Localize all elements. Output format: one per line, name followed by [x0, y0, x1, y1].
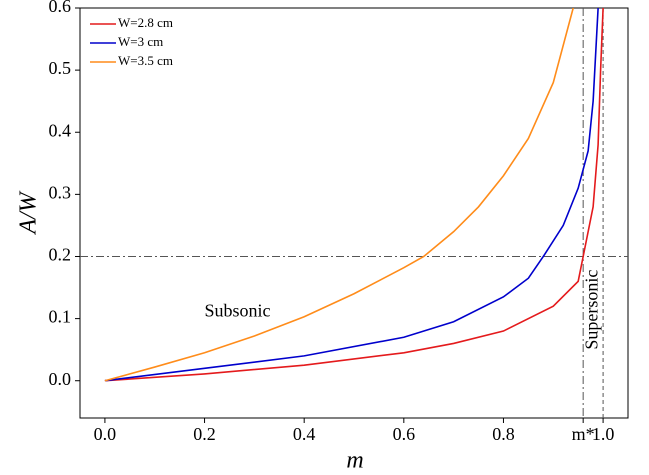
legend-label: W=2.8 cm: [118, 15, 173, 30]
annotation: Supersonic: [581, 270, 601, 350]
x-tick-label: m*: [572, 424, 595, 444]
y-axis-label: A/W: [16, 190, 42, 235]
y-tick-label: 0.5: [49, 58, 72, 78]
legend-label: W=3 cm: [118, 34, 163, 49]
y-tick-label: 0.3: [49, 182, 72, 202]
x-tick-label: 0.8: [492, 424, 515, 444]
y-tick-label: 0.1: [49, 307, 72, 327]
y-tick-label: 0.6: [49, 0, 72, 16]
x-axis-label: m: [346, 448, 363, 474]
x-tick-label: 0.0: [94, 424, 117, 444]
x-tick-label: 0.6: [393, 424, 416, 444]
line: [104, 8, 599, 382]
y-tick-label: 0.4: [49, 120, 72, 140]
line: [104, 8, 604, 382]
x-tick-label: 1.0: [592, 424, 615, 444]
legend-label: W=3.5 cm: [118, 53, 173, 68]
y-tick-label: 0.2: [49, 245, 72, 265]
x-tick-label: 0.4: [293, 424, 316, 444]
annotation: Subsonic: [205, 301, 271, 321]
x-tick-label: 0.2: [193, 424, 216, 444]
line: [104, 8, 574, 382]
plot-frame: [79, 7, 629, 419]
y-tick-label: 0.0: [49, 369, 72, 389]
